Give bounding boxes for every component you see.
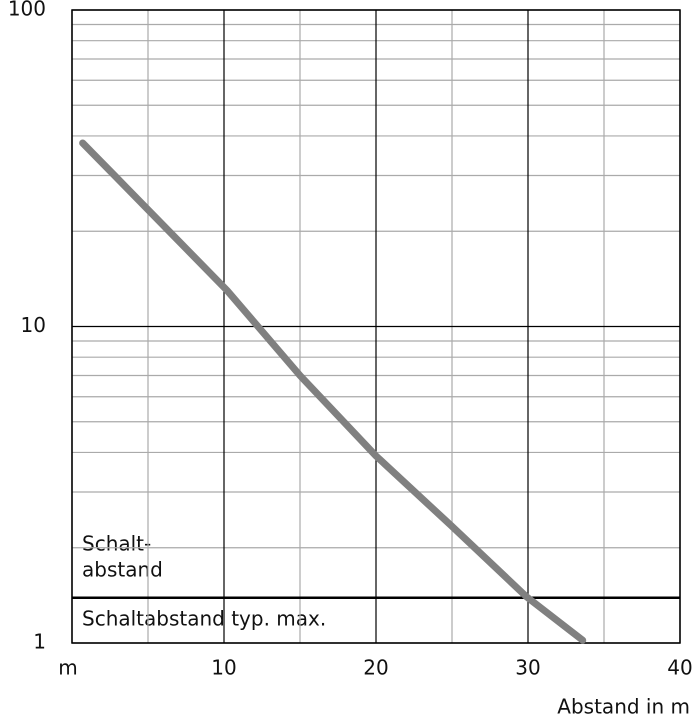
- data-line: [79, 139, 587, 644]
- x-tick-label: m: [58, 656, 77, 680]
- annotation: Schalt-: [82, 532, 151, 556]
- y-tick-label: 10: [21, 313, 46, 337]
- x-tick-label: 30: [515, 656, 540, 680]
- annotation: abstand: [82, 558, 163, 582]
- plot-frame: [71, 9, 681, 644]
- x-tick-label: 20: [363, 656, 388, 680]
- x-tick-label: 40: [667, 656, 692, 680]
- annotation: Schaltabstand typ. max.: [82, 607, 326, 631]
- y-tick-label: 1: [33, 630, 46, 654]
- x-tick-label: 10: [211, 656, 236, 680]
- y-tick-label: 100: [8, 0, 46, 21]
- x-axis-label: Abstand in m: [557, 695, 690, 719]
